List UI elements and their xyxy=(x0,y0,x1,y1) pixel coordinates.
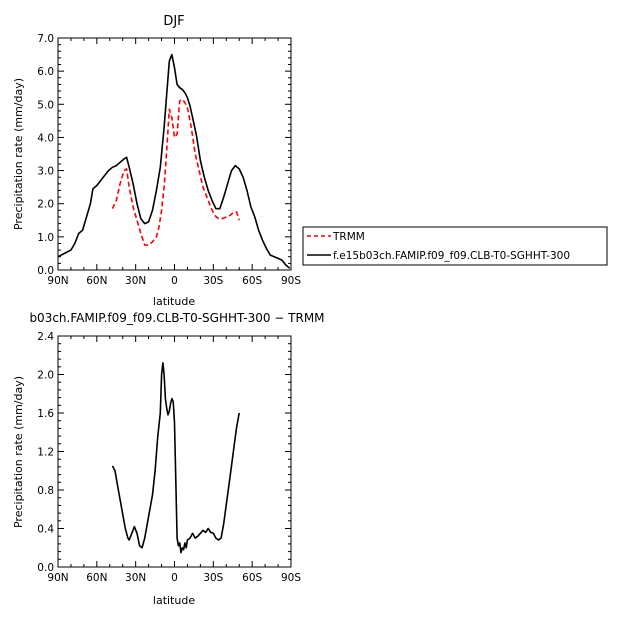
x-tick-label: 90S xyxy=(281,572,301,584)
y-tick-label: 0.8 xyxy=(37,485,54,497)
y-tick-label: 1.0 xyxy=(37,232,54,244)
x-tick-label: 60S xyxy=(242,275,262,287)
panel-djf: DJF Precipitation rate (mm/day) latitude… xyxy=(12,14,608,308)
legend-label-model: f.e15b03ch.FAMIP.f09_f09.CLB-T0-SGHHT-30… xyxy=(333,250,570,262)
chart-title: b03ch.FAMIP.f09_f09.CLB-T0-SGHHT-300 − T… xyxy=(29,311,324,325)
x-tick-label: 60N xyxy=(86,275,107,287)
y-tick-label: 3.0 xyxy=(37,166,54,178)
y-axis-label: Precipitation rate (mm/day) xyxy=(12,78,25,230)
series-line-0 xyxy=(111,98,240,246)
x-tick-label: 30S xyxy=(203,275,223,287)
y-tick-label: 1.2 xyxy=(37,447,54,459)
y-tick-label: 1.6 xyxy=(37,408,54,420)
y-tick-label: 4.0 xyxy=(37,132,54,144)
x-axis-label: latitude xyxy=(153,594,195,607)
x-axis-label: latitude xyxy=(153,295,195,308)
plot-area: 90N 60N 30N 0 30S 60S 90S 0.0 0.4 0.8 1.2 1.6 2.0 2.4 xyxy=(37,331,301,584)
series-line-0 xyxy=(111,362,240,554)
panel-difference: b03ch.FAMIP.f09_f09.CLB-T0-SGHHT-300 − T… xyxy=(12,311,325,607)
x-tick-label: 0 xyxy=(171,572,178,584)
x-tick-label: 90N xyxy=(47,275,68,287)
y-tick-label: 2.4 xyxy=(37,331,54,343)
y-tick-label: 5.0 xyxy=(37,99,54,111)
y-tick-label: 2.0 xyxy=(37,199,54,211)
x-tick-label: 60S xyxy=(242,572,262,584)
y-axis-label: Precipitation rate (mm/day) xyxy=(12,376,25,528)
series-group xyxy=(111,362,240,554)
chart-title: DJF xyxy=(163,14,184,29)
y-tick-label: 2.0 xyxy=(37,370,54,382)
x-tick-label: 90S xyxy=(281,275,301,287)
x-tick-label: 0 xyxy=(171,275,178,287)
x-tick-label: 60N xyxy=(86,572,107,584)
series-line-1 xyxy=(57,53,291,269)
legend-box xyxy=(302,226,608,266)
x-tick-label: 90N xyxy=(47,572,68,584)
y-tick-label: 0.0 xyxy=(37,562,54,574)
y-tick-label: 7.0 xyxy=(37,33,54,45)
legend-label-trmm: TRMM xyxy=(332,231,365,243)
legend: TRMM f.e15b03ch.FAMIP.f09_f09.CLB-T0-SGH… xyxy=(302,226,608,266)
plot-area: 90N 60N 30N 0 30S 60S 90S 0.0 1.0 2.0 3.0 4.0 5.0 6.0… xyxy=(37,33,301,287)
y-tick-label: 0.0 xyxy=(37,265,54,277)
x-tick-label: 30N xyxy=(125,275,146,287)
y-tick-label: 0.4 xyxy=(37,524,54,536)
y-tick-label: 6.0 xyxy=(37,66,54,78)
x-tick-label: 30S xyxy=(203,572,223,584)
series-group xyxy=(57,53,291,269)
x-tick-label: 30N xyxy=(125,572,146,584)
